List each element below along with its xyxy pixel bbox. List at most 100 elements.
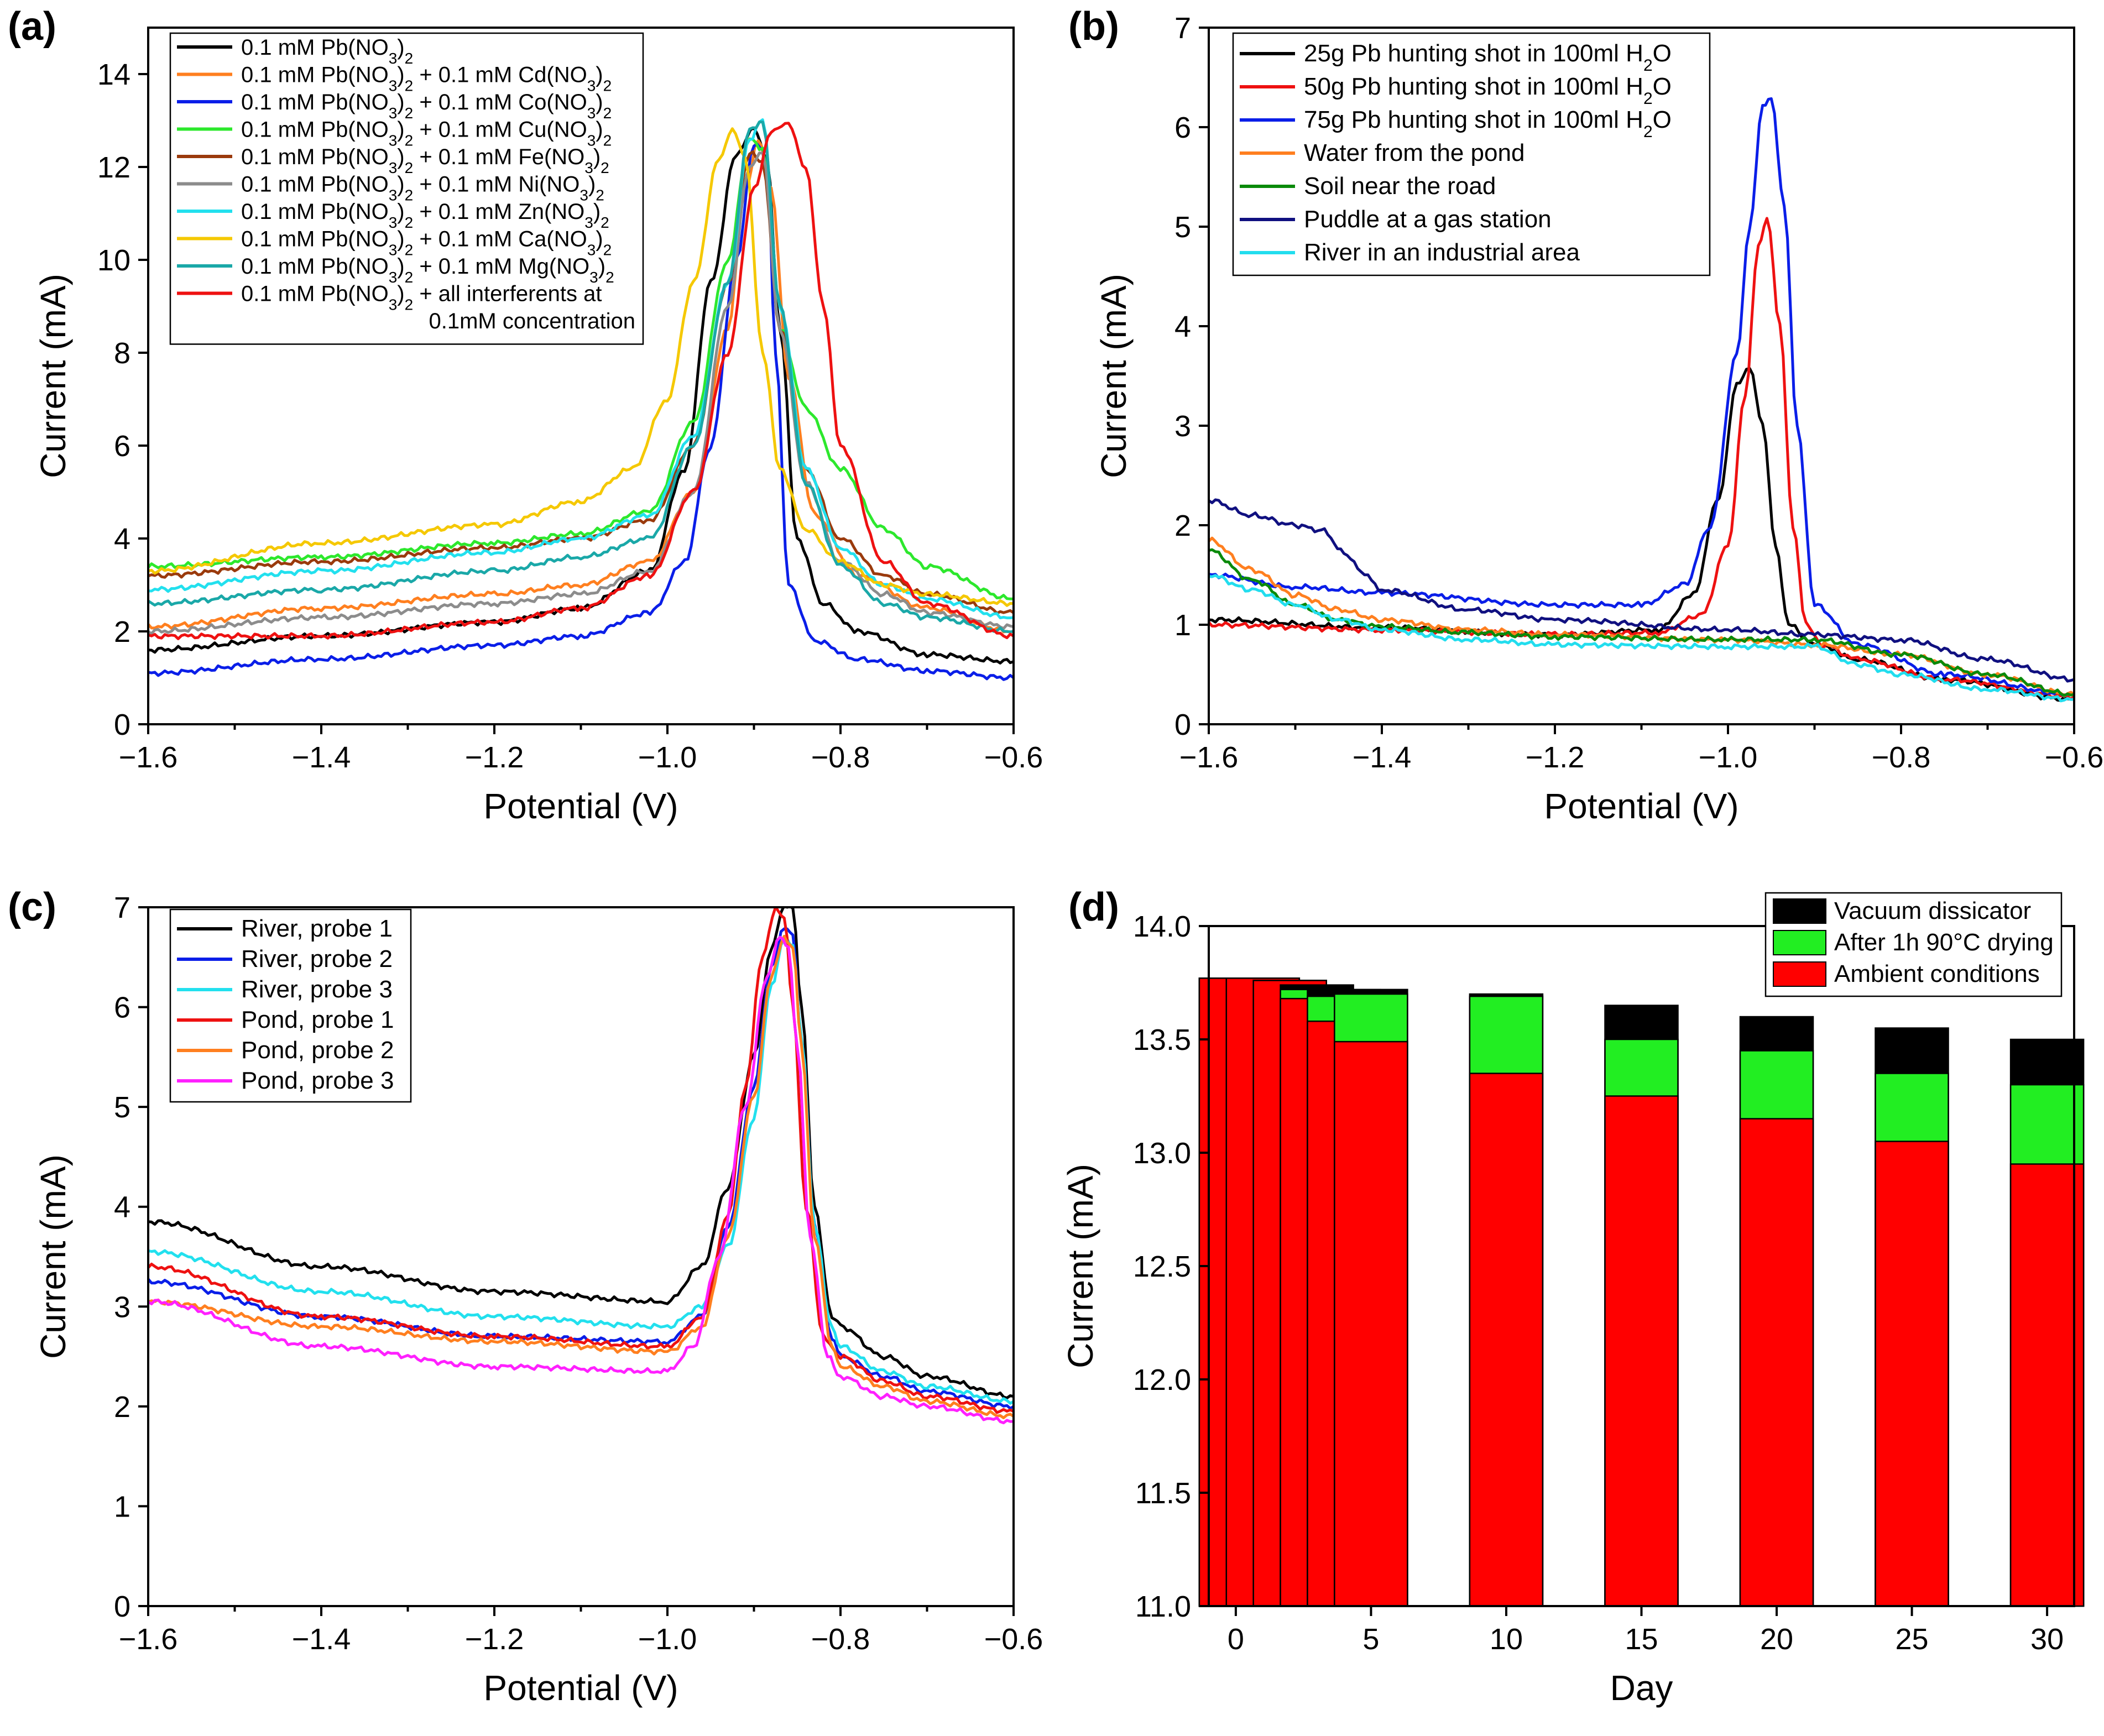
legend-label-part: 2 <box>405 50 414 67</box>
legend-label-part: ) <box>598 254 605 279</box>
legend-label: 0.1 mM Pb(NO3)2 + 0.1 mM Cu(NO3)2 <box>241 118 612 149</box>
series-line-4 <box>148 907 1014 1414</box>
legend-label-part: 2 <box>405 159 414 176</box>
legend-label-part: Soil near the road <box>1304 172 1496 200</box>
legend-label-part: 2 <box>1643 123 1653 141</box>
y-axis-title: Current (mA) <box>1094 274 1134 478</box>
legend-label-part: 2 <box>601 214 609 231</box>
x-tick-label: −1.0 <box>638 741 697 774</box>
legend-label-part: 2 <box>405 296 414 313</box>
legend-label-part: ) <box>596 63 603 87</box>
legend-label-part: 0.1 mM Pb(NO <box>241 63 389 87</box>
bar-ambient-conditions-day-10 <box>1469 1073 1544 1607</box>
legend-label-part: + 0.1 mM Co(NO <box>413 90 587 114</box>
legend-label-part: ) <box>596 90 603 114</box>
legend-label: Pond, probe 3 <box>241 1067 394 1094</box>
y-tick-label: 1 <box>1174 609 1191 642</box>
y-tick-label: 6 <box>1174 111 1191 144</box>
x-tick-label: −0.6 <box>984 741 1043 774</box>
legend-label-part: 0.1 mM Pb(NO <box>241 90 389 114</box>
legend-label-part: ) <box>397 282 404 306</box>
legend: 0.1 mM Pb(NO3)20.1 mM Pb(NO3)2 + 0.1 mM … <box>169 32 644 345</box>
series-line-3 <box>148 143 1014 681</box>
legend-label-part: 3 <box>587 104 596 122</box>
legend: River, probe 1 River, probe 2 River, probe… <box>169 908 412 1103</box>
y-tick-label: 11.5 <box>1135 1477 1191 1510</box>
legend-label-part: 0.1 mM Pb(NO <box>241 172 389 197</box>
legend-label-part: 3 <box>584 214 593 231</box>
x-axis-title: Potential (V) <box>1544 786 1738 826</box>
x-tick-label: −1.2 <box>1526 741 1585 774</box>
y-axis-title: Current (mA) <box>33 274 73 478</box>
y-tick-label: 3 <box>114 1290 130 1324</box>
x-tick-label: −1.2 <box>465 741 524 774</box>
x-tick-label: −0.8 <box>811 741 870 774</box>
legend-label-part: 3 <box>587 77 596 94</box>
legend-label-part: 3 <box>389 159 398 176</box>
y-tick-label: 3 <box>1174 410 1191 443</box>
legend-label-part: 0.1 mM Pb(NO <box>241 145 389 169</box>
legend-label-part: 2 <box>605 269 614 286</box>
series-line-6 <box>148 935 1014 1425</box>
x-axis-title: Potential (V) <box>483 1668 678 1708</box>
x-tick-label: 15 <box>1625 1623 1658 1656</box>
legend-label-part: 3 <box>389 214 398 231</box>
legend: Vacuum dissicator After 1h 90°C drying Amb… <box>1764 892 2063 997</box>
series-line-3 <box>148 937 1014 1405</box>
legend-label-part: 3 <box>587 132 596 149</box>
y-tick-label: 7 <box>114 891 130 924</box>
panel-label: (b) <box>1068 4 1119 49</box>
legend-label-part: 25g Pb hunting shot in 100ml H <box>1304 40 1643 67</box>
legend-label-part: ) <box>397 172 404 197</box>
legend-label-part: ) <box>588 172 596 197</box>
legend-label-part: 0.1 mM Pb(NO <box>241 200 389 224</box>
legend-label-part: 2 <box>405 241 414 258</box>
x-tick-label: −1.6 <box>119 741 178 774</box>
legend-label-part: 3 <box>589 269 598 286</box>
legend-label-part: 2 <box>603 77 612 94</box>
legend-label-part: 3 <box>389 241 398 258</box>
x-tick-label: −1.4 <box>292 1623 351 1656</box>
legend-label: 0.1 mM Pb(NO3)2 + 0.1 mM Co(NO3)2 <box>241 90 612 122</box>
series-line-4 <box>1209 536 2074 698</box>
series-line-1 <box>1209 367 2074 702</box>
y-tick-label: 12 <box>97 151 130 184</box>
legend-label: River, probe 3 <box>241 976 393 1003</box>
legend-label: River in an industrial area <box>1304 239 1580 266</box>
y-tick-label: 11.0 <box>1135 1590 1191 1623</box>
legend-box <box>1232 32 1711 276</box>
legend-label-part: + 0.1 mM Zn(NO <box>413 200 584 224</box>
y-tick-label: 14 <box>97 58 130 91</box>
bar-ambient-conditions-day-5 <box>1334 1040 1408 1607</box>
legend-label-part: 2 <box>596 186 604 203</box>
legend-label-part: 3 <box>389 77 398 94</box>
y-tick-label: 0 <box>1174 708 1191 741</box>
legend-label-part: 2 <box>603 132 612 149</box>
legend-label-part: O <box>1653 73 1672 100</box>
legend-label-part: River, probe 3 <box>241 976 393 1003</box>
x-tick-label: −1.0 <box>638 1623 697 1656</box>
legend-label-part: 0.1 mM Pb(NO <box>241 227 389 252</box>
legend-label-part: ) <box>397 118 404 142</box>
legend-box <box>169 908 412 1103</box>
x-tick-label: −1.4 <box>1353 741 1412 774</box>
x-tick-label: −1.6 <box>1179 741 1239 774</box>
x-axis-title: Potential (V) <box>483 786 678 826</box>
y-tick-label: 4 <box>1174 310 1191 343</box>
legend-label-part: River in an industrial area <box>1304 239 1580 266</box>
legend-swatch <box>1773 898 1826 924</box>
legend-label-line2: 0.1mM concentration <box>429 309 635 333</box>
legend-label: River, probe 2 <box>241 945 393 972</box>
legend-label-part: ) <box>593 200 601 224</box>
x-tick-label: 5 <box>1362 1623 1379 1656</box>
legend-label: 50g Pb hunting shot in 100ml H2O <box>1304 73 1672 108</box>
legend-label-part: ) <box>596 227 603 252</box>
legend-label-part: River, probe 2 <box>241 945 393 972</box>
x-axis-title: Day <box>1610 1668 1673 1708</box>
legend-label: Pond, probe 2 <box>241 1037 394 1064</box>
legend-label: 0.1 mM Pb(NO3)2 + 0.1 mM Ni(NO3)2 <box>241 172 604 204</box>
bar-ambient-conditions-day-20 <box>1739 1118 1814 1607</box>
x-tick-label: −1.4 <box>292 741 351 774</box>
y-tick-label: 6 <box>114 430 130 463</box>
